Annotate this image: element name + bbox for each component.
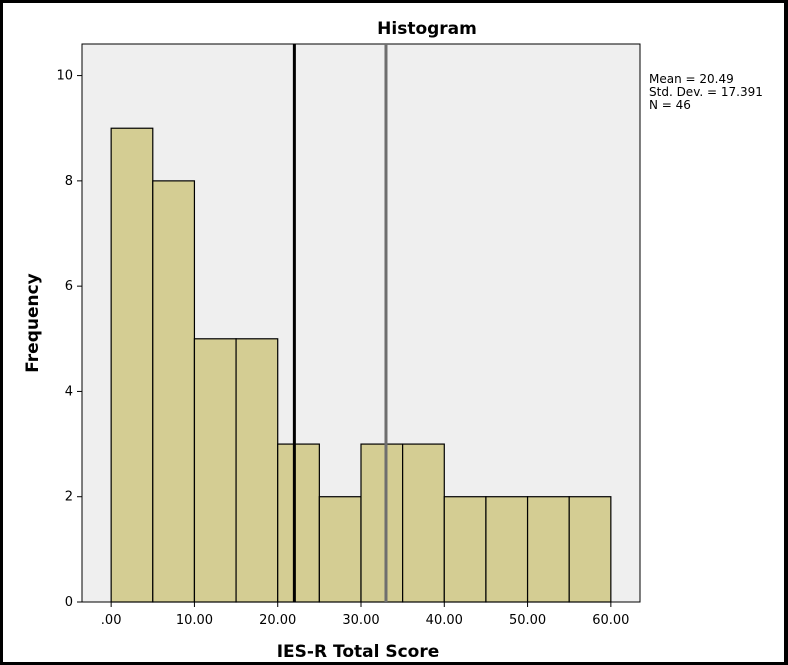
x-axis: .00 10.00 20.00 30.00 40.00 50.00 60.00 bbox=[101, 602, 629, 628]
y-tick-label: 2 bbox=[65, 490, 73, 505]
histogram-bar bbox=[235, 338, 279, 603]
histogram-bar bbox=[360, 443, 404, 603]
stats-box: Mean = 20.49 Std. Dev. = 17.391 N = 46 bbox=[649, 72, 763, 112]
histogram-bar bbox=[526, 496, 570, 603]
histogram-bar bbox=[402, 443, 445, 603]
y-tick-label: 0 bbox=[65, 595, 73, 610]
histogram-bar bbox=[193, 338, 237, 603]
stat-mean: Mean = 20.49 bbox=[649, 72, 734, 86]
x-tick-label: 30.00 bbox=[342, 613, 379, 628]
stat-n: N = 46 bbox=[649, 98, 691, 112]
y-tick-label: 6 bbox=[65, 279, 73, 294]
histogram-chart: .00 10.00 20.00 30.00 40.00 50.00 60.00 0 2 4 6 8 1… bbox=[23, 19, 763, 662]
histogram-bar bbox=[485, 496, 529, 603]
x-tick-label: .00 bbox=[101, 613, 122, 628]
histogram-bar bbox=[277, 443, 320, 603]
chart-title: Histogram bbox=[377, 19, 477, 39]
stat-std-dev: Std. Dev. = 17.391 bbox=[649, 85, 763, 99]
bars-group bbox=[110, 127, 612, 603]
histogram-bar bbox=[568, 496, 612, 603]
chart-frame: .00 10.00 20.00 30.00 40.00 50.00 60.00 0 2 4 6 8 1… bbox=[3, 3, 784, 662]
histogram-bar bbox=[152, 180, 196, 603]
x-axis-title: IES-R Total Score bbox=[277, 642, 440, 662]
histogram-bar bbox=[110, 127, 154, 603]
x-tick-label: 20.00 bbox=[259, 613, 296, 628]
y-tick-label: 8 bbox=[65, 174, 73, 189]
y-tick-label: 4 bbox=[65, 384, 73, 399]
x-tick-label: 60.00 bbox=[592, 613, 629, 628]
histogram-bar bbox=[443, 496, 487, 603]
histogram-bar bbox=[318, 496, 362, 603]
y-tick-label: 10 bbox=[56, 69, 73, 84]
y-axis: 0 2 4 6 8 10 bbox=[56, 69, 82, 610]
x-tick-label: 10.00 bbox=[176, 613, 213, 628]
reference-lines-group bbox=[292, 44, 388, 602]
y-axis-title: Frequency bbox=[23, 273, 43, 373]
x-tick-label: 50.00 bbox=[509, 613, 546, 628]
x-tick-label: 40.00 bbox=[426, 613, 463, 628]
